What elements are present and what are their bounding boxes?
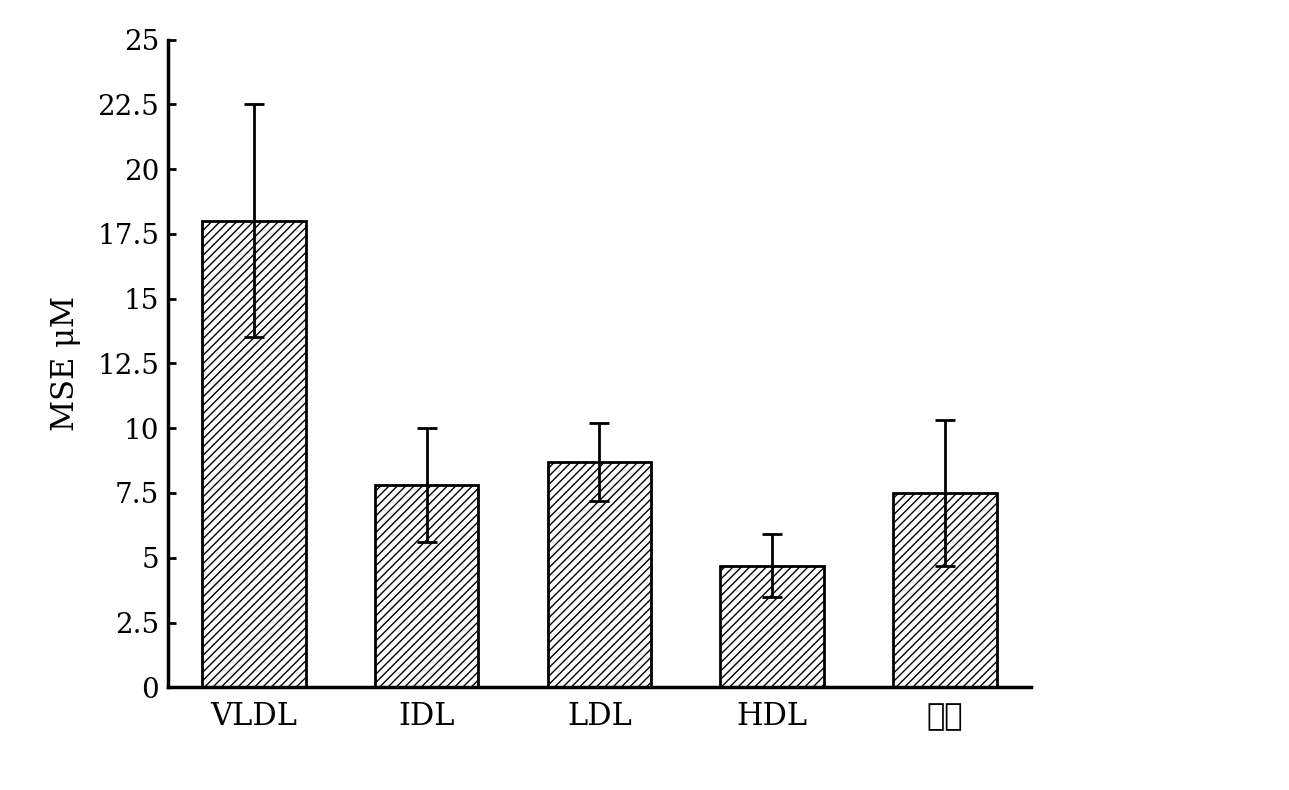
Bar bbox=[548, 462, 651, 687]
Bar bbox=[375, 485, 478, 687]
Y-axis label: MSE μM: MSE μM bbox=[49, 296, 81, 431]
Bar bbox=[721, 566, 824, 687]
Bar bbox=[893, 493, 996, 687]
Bar bbox=[202, 221, 305, 687]
